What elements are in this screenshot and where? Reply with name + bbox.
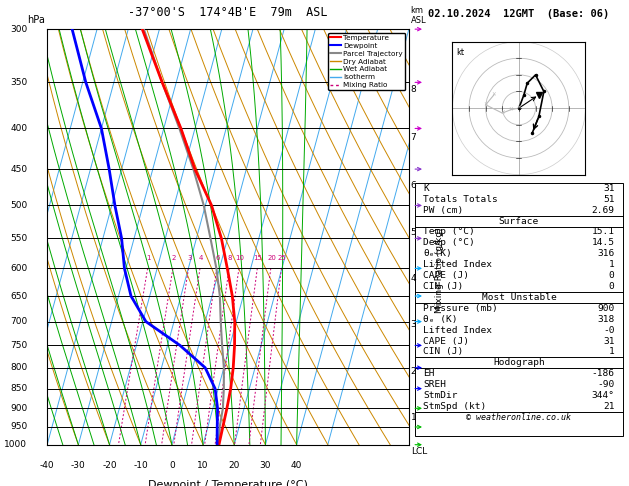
Text: -0: -0 <box>603 326 615 335</box>
Text: 30: 30 <box>260 461 271 470</box>
Text: 21: 21 <box>603 402 615 411</box>
Text: 650: 650 <box>10 292 27 300</box>
Text: Totals Totals: Totals Totals <box>423 195 498 204</box>
Text: 4: 4 <box>199 255 203 260</box>
Text: -186: -186 <box>591 369 615 378</box>
Text: 950: 950 <box>10 422 27 432</box>
Text: 7: 7 <box>411 133 416 142</box>
Text: 3: 3 <box>411 320 416 329</box>
Text: 6: 6 <box>411 181 416 190</box>
Text: 1: 1 <box>411 413 416 422</box>
Text: 750: 750 <box>10 341 27 350</box>
Text: 900: 900 <box>597 304 615 313</box>
Text: 31: 31 <box>603 184 615 193</box>
Text: EH: EH <box>423 369 435 378</box>
Text: 5: 5 <box>411 227 416 237</box>
Text: 4: 4 <box>411 274 416 283</box>
Text: 500: 500 <box>10 201 27 210</box>
Text: -10: -10 <box>133 461 148 470</box>
Text: Lifted Index: Lifted Index <box>423 326 493 335</box>
Text: -30: -30 <box>71 461 86 470</box>
Text: 25: 25 <box>278 255 287 260</box>
Text: -20: -20 <box>103 461 117 470</box>
Text: CAPE (J): CAPE (J) <box>423 337 469 346</box>
Text: 0: 0 <box>169 461 175 470</box>
Text: Hodograph: Hodograph <box>493 358 545 367</box>
Text: -40: -40 <box>40 461 55 470</box>
Text: 20: 20 <box>228 461 240 470</box>
Text: 02.10.2024  12GMT  (Base: 06): 02.10.2024 12GMT (Base: 06) <box>428 9 610 19</box>
Text: CIN (J): CIN (J) <box>423 347 464 356</box>
Text: θₑ(K): θₑ(K) <box>423 249 452 258</box>
Text: 1: 1 <box>609 260 615 269</box>
Text: 40: 40 <box>291 461 303 470</box>
Text: ✕: ✕ <box>492 92 496 97</box>
Text: 400: 400 <box>10 124 27 133</box>
Text: 0: 0 <box>609 271 615 280</box>
Text: 31: 31 <box>603 337 615 346</box>
Text: 450: 450 <box>10 165 27 174</box>
Text: 550: 550 <box>10 234 27 243</box>
Text: 318: 318 <box>597 315 615 324</box>
Text: K: K <box>423 184 429 193</box>
Text: PW (cm): PW (cm) <box>423 206 464 215</box>
Text: 51: 51 <box>603 195 615 204</box>
Text: 10: 10 <box>235 255 244 260</box>
Text: -37°00'S  174°4B'E  79m  ASL: -37°00'S 174°4B'E 79m ASL <box>128 6 328 19</box>
Text: -90: -90 <box>597 380 615 389</box>
Text: Most Unstable: Most Unstable <box>482 293 556 302</box>
Text: kt: kt <box>456 48 464 57</box>
Text: ✕: ✕ <box>516 105 521 111</box>
Text: Pressure (mb): Pressure (mb) <box>423 304 498 313</box>
Text: 2: 2 <box>411 366 416 376</box>
Text: Surface: Surface <box>499 217 539 226</box>
Bar <box>415 183 623 436</box>
Text: θₑ (K): θₑ (K) <box>423 315 458 324</box>
Text: ✕: ✕ <box>483 102 488 107</box>
Text: 0: 0 <box>609 282 615 291</box>
Text: hPa: hPa <box>27 15 45 25</box>
Text: 15.1: 15.1 <box>591 227 615 237</box>
Text: 14.5: 14.5 <box>591 239 615 247</box>
Text: 344°: 344° <box>591 391 615 400</box>
Text: 15: 15 <box>253 255 262 260</box>
Text: 700: 700 <box>10 317 27 326</box>
Text: Mixing Ratio (g/kg): Mixing Ratio (g/kg) <box>435 227 444 313</box>
Text: 900: 900 <box>10 404 27 413</box>
Text: 350: 350 <box>10 78 27 87</box>
Text: Lifted Index: Lifted Index <box>423 260 493 269</box>
Text: 1: 1 <box>609 347 615 356</box>
Text: StmSpd (kt): StmSpd (kt) <box>423 402 487 411</box>
Text: 10: 10 <box>198 461 209 470</box>
Text: © weatheronline.co.uk: © weatheronline.co.uk <box>467 413 571 422</box>
Text: 300: 300 <box>10 25 27 34</box>
Text: 850: 850 <box>10 384 27 393</box>
Text: LCL: LCL <box>411 447 427 456</box>
Text: 8: 8 <box>228 255 232 260</box>
Text: ✕: ✕ <box>508 107 513 112</box>
Legend: Temperature, Dewpoint, Parcel Trajectory, Dry Adiabat, Wet Adiabat, Isotherm, Mi: Temperature, Dewpoint, Parcel Trajectory… <box>328 33 405 90</box>
Text: 8: 8 <box>411 85 416 94</box>
Text: 1: 1 <box>147 255 151 260</box>
Text: 800: 800 <box>10 363 27 372</box>
Text: 20: 20 <box>267 255 276 260</box>
Text: 600: 600 <box>10 264 27 273</box>
Text: 6: 6 <box>215 255 220 260</box>
Text: 2: 2 <box>172 255 176 260</box>
Text: Dewpoint / Temperature (°C): Dewpoint / Temperature (°C) <box>148 480 308 486</box>
Text: 3: 3 <box>187 255 192 260</box>
Text: Dewp (°C): Dewp (°C) <box>423 239 475 247</box>
Text: StmDir: StmDir <box>423 391 458 400</box>
Text: CIN (J): CIN (J) <box>423 282 464 291</box>
Text: SREH: SREH <box>423 380 447 389</box>
Text: Temp (°C): Temp (°C) <box>423 227 475 237</box>
Text: CAPE (J): CAPE (J) <box>423 271 469 280</box>
Text: 2.69: 2.69 <box>591 206 615 215</box>
Text: 1000: 1000 <box>4 440 27 449</box>
Text: 316: 316 <box>597 249 615 258</box>
Text: km
ASL: km ASL <box>411 6 426 25</box>
Text: ✕: ✕ <box>500 111 504 116</box>
